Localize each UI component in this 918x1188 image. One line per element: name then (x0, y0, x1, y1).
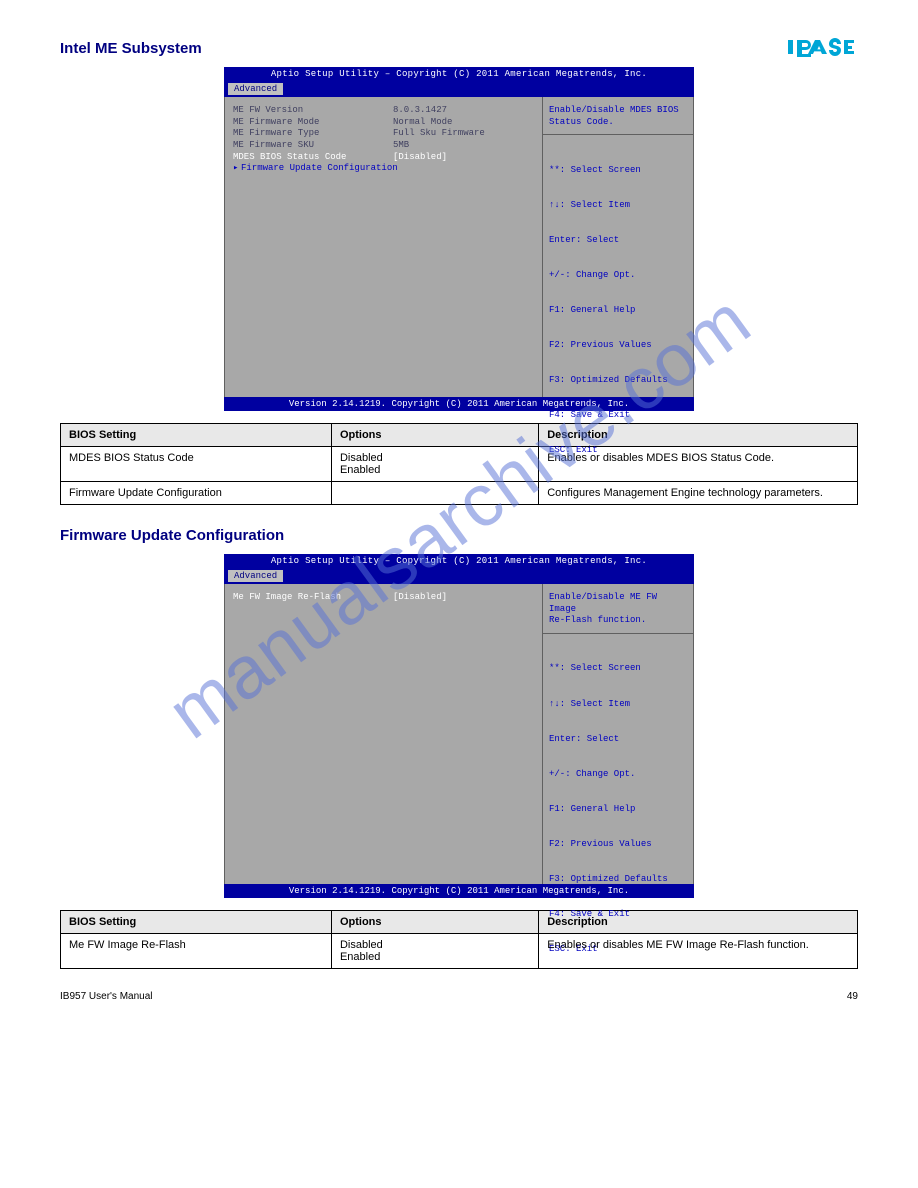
bios-key: +/-: Change Opt. (549, 270, 687, 282)
table-cell: Disabled Enabled (331, 447, 538, 482)
bios-key: +/-: Change Opt. (549, 769, 687, 781)
table-cell: MDES BIOS Status Code (61, 447, 332, 482)
triangle-right-icon: ▸ (233, 163, 241, 175)
table-cell: Me FW Image Re-Flash (61, 934, 332, 969)
bios-body: Me FW Image Re-Flash[Disabled] Enable/Di… (224, 584, 694, 884)
bios-divider (543, 633, 693, 634)
bios-footer: Version 2.14.1219. Copyright (C) 2011 Am… (224, 397, 694, 411)
bios-key: **: Select Screen (549, 165, 687, 177)
bios-key: F4: Save & Exit (549, 410, 687, 422)
bios-body: ME FW Version8.0.3.1427 ME Firmware Mode… (224, 97, 694, 397)
bios-row-submenu: ▸Firmware Update Configuration (233, 163, 534, 175)
bios-row: ME Firmware TypeFull Sku Firmware (233, 128, 534, 140)
bios-row: ME Firmware ModeNormal Mode (233, 117, 534, 129)
bios-key: F3: Optimized Defaults (549, 874, 687, 886)
bios-key: F1: General Help (549, 305, 687, 317)
bios-key: F3: Optimized Defaults (549, 375, 687, 387)
bios-screenshot-me: Aptio Setup Utility – Copyright (C) 2011… (224, 67, 694, 411)
brand-logo (788, 38, 854, 60)
section-heading-me: Intel ME Subsystem (60, 40, 858, 57)
table-header: BIOS Setting (61, 911, 332, 934)
bios-titlebar: Aptio Setup Utility – Copyright (C) 2011… (224, 554, 694, 568)
bios-help-text: Enable/Disable MDES BIOS Status Code. (549, 105, 687, 128)
page-footer: IB957 User's Manual 49 (60, 991, 858, 1002)
bios-tab-advanced: Advanced (228, 83, 283, 95)
table-row: MDES BIOS Status Code Disabled Enabled E… (61, 447, 858, 482)
bios-key-hints: **: Select Screen ↑↓: Select Item Enter:… (549, 640, 687, 979)
bios-row: ME Firmware SKU5MB (233, 140, 534, 152)
settings-table-fw: BIOS Setting Options Description Me FW I… (60, 910, 858, 969)
bios-footer: Version 2.14.1219. Copyright (C) 2011 Am… (224, 884, 694, 898)
bios-tab-advanced: Advanced (228, 570, 283, 582)
bios-row-selected: Me FW Image Re-Flash[Disabled] (233, 592, 534, 604)
bios-divider (543, 134, 693, 135)
table-header: Options (331, 911, 538, 934)
table-header: Options (331, 424, 538, 447)
bios-right-panel: Enable/Disable ME FW Image Re-Flash func… (543, 584, 693, 884)
bios-screenshot-fw: Aptio Setup Utility – Copyright (C) 2011… (224, 554, 694, 898)
table-row: Me FW Image Re-Flash Disabled Enabled En… (61, 934, 858, 969)
bios-key: F2: Previous Values (549, 839, 687, 851)
table-cell (331, 482, 538, 505)
bios-help-text: Enable/Disable ME FW Image Re-Flash func… (549, 592, 687, 627)
bios-row-selected: MDES BIOS Status Code[Disabled] (233, 152, 534, 164)
bios-key: Enter: Select (549, 235, 687, 247)
bios-key: Enter: Select (549, 734, 687, 746)
bios-left-panel: Me FW Image Re-Flash[Disabled] (225, 584, 543, 884)
bios-tabs: Advanced (224, 568, 694, 584)
bios-tabs: Advanced (224, 81, 694, 97)
bios-left-panel: ME FW Version8.0.3.1427 ME Firmware Mode… (225, 97, 543, 397)
bios-key: F2: Previous Values (549, 340, 687, 352)
footer-title: IB957 User's Manual (60, 991, 153, 1002)
section-heading-fw: Firmware Update Configuration (60, 527, 858, 544)
table-cell: Configures Management Engine technology … (539, 482, 858, 505)
settings-table-me: BIOS Setting Options Description MDES BI… (60, 423, 858, 505)
table-header-row: BIOS Setting Options Description (61, 911, 858, 934)
bios-key: **: Select Screen (549, 663, 687, 675)
footer-page-number: 49 (847, 991, 858, 1002)
logo-icon (788, 38, 854, 60)
table-cell: Disabled Enabled (331, 934, 538, 969)
table-row: Firmware Update Configuration Configures… (61, 482, 858, 505)
bios-key: F1: General Help (549, 804, 687, 816)
table-cell: Firmware Update Configuration (61, 482, 332, 505)
bios-titlebar: Aptio Setup Utility – Copyright (C) 2011… (224, 67, 694, 81)
table-header: BIOS Setting (61, 424, 332, 447)
bios-right-panel: Enable/Disable MDES BIOS Status Code. **… (543, 97, 693, 397)
page: manualsarchive.com Intel ME Subsystem Ap… (0, 0, 918, 1032)
bios-key: ↑↓: Select Item (549, 699, 687, 711)
bios-row: ME FW Version8.0.3.1427 (233, 105, 534, 117)
bios-key: ↑↓: Select Item (549, 200, 687, 212)
table-header-row: BIOS Setting Options Description (61, 424, 858, 447)
